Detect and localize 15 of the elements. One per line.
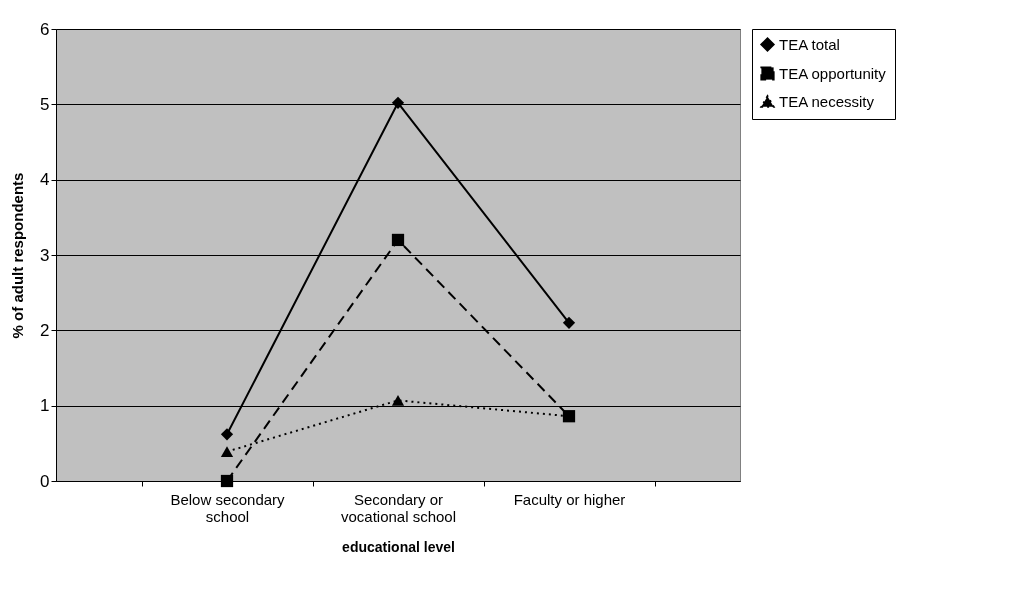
x-tick-label: Secondary or vocational school xyxy=(340,490,457,525)
y-tick-label: 5 xyxy=(40,94,50,114)
y-tick-label: 0 xyxy=(40,471,50,491)
y-tick-label: 6 xyxy=(40,19,50,39)
y-tick-label: 1 xyxy=(40,396,50,416)
legend-label: TEA total xyxy=(779,35,840,53)
y-tick-label: 3 xyxy=(40,245,50,265)
y-tick-label: 2 xyxy=(40,320,50,340)
x-tick-label: Below secondary school xyxy=(170,490,286,525)
x-axis-title: educational level xyxy=(342,538,455,555)
legend-label: TEA opportunity xyxy=(779,64,887,82)
y-tick-label: 4 xyxy=(40,170,50,190)
legend-label: TEA necessity xyxy=(779,92,875,110)
x-tick-label: Faculty or higher xyxy=(513,490,626,508)
y-axis-title: % of adult respondents xyxy=(9,172,27,339)
